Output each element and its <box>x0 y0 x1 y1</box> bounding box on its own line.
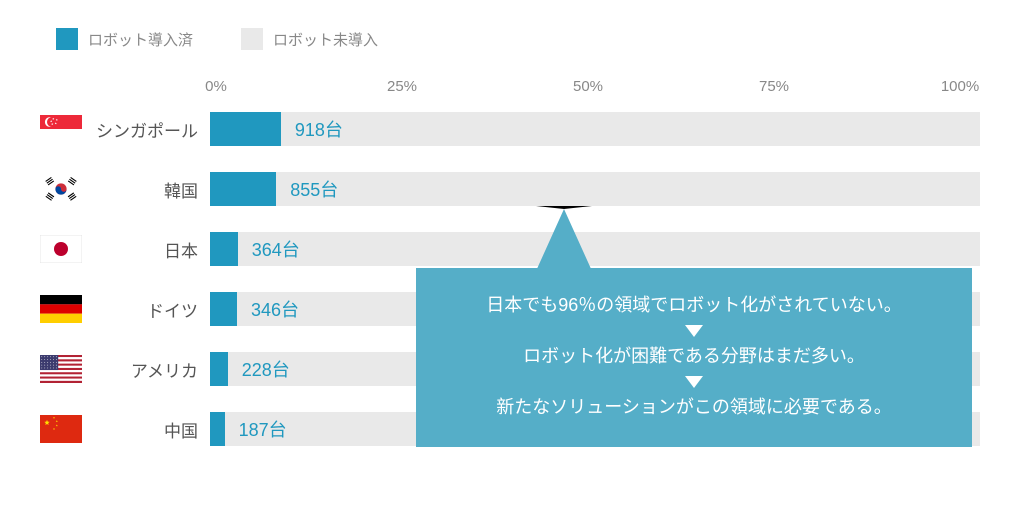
legend-installed-swatch <box>56 28 78 50</box>
bar-value-label: 187台 <box>239 416 287 442</box>
bar-installed <box>210 352 228 386</box>
flag-de-icon <box>40 295 82 323</box>
chevron-down-icon <box>685 376 703 388</box>
callout-line: 新たなソリューションがこの領域に必要である。 <box>446 394 942 421</box>
axis-tick: 50% <box>573 78 603 95</box>
bar-track: 364台 <box>210 232 980 266</box>
callout-tail <box>536 206 592 271</box>
axis-tick: 75% <box>759 78 789 95</box>
legend-not-installed-label: ロボット未導入 <box>273 29 378 50</box>
bar-installed <box>210 112 281 146</box>
callout-line: 日本でも96％の領域でロボット化がされていない。 <box>446 292 942 319</box>
axis-tick: 25% <box>387 78 417 95</box>
bar-installed <box>210 412 225 446</box>
country-label: ドイツ <box>82 297 210 322</box>
country-label: 韓国 <box>82 177 210 202</box>
insight-callout: 日本でも96％の領域でロボット化がされていない。ロボット化が困難である分野はまだ… <box>416 268 972 447</box>
bar-track: 918台 <box>210 112 980 146</box>
legend: ロボット導入済 ロボット未導入 <box>56 28 378 50</box>
legend-installed: ロボット導入済 <box>56 28 193 50</box>
x-axis: 0%25%50%75%100% <box>216 78 960 106</box>
chart-row: 韓国 855台 <box>40 166 980 212</box>
bar-value-label: 918台 <box>295 116 343 142</box>
legend-not-installed-swatch <box>241 28 263 50</box>
flag-sg-icon <box>40 115 82 143</box>
chevron-down-icon <box>685 325 703 337</box>
country-label: 中国 <box>82 417 210 442</box>
legend-installed-label: ロボット導入済 <box>88 29 193 50</box>
flag-cn-icon <box>40 415 82 443</box>
bar-value-label: 855台 <box>290 176 338 202</box>
callout-line: ロボット化が困難である分野はまだ多い。 <box>446 343 942 370</box>
country-label: アメリカ <box>82 357 210 382</box>
flag-jp-icon <box>40 235 82 263</box>
bar-value-label: 364台 <box>252 236 300 262</box>
bar-value-label: 228台 <box>242 356 290 382</box>
flag-us-icon <box>40 355 82 383</box>
country-label: シンガポール <box>82 117 210 142</box>
bar-value-label: 346台 <box>251 296 299 322</box>
bar-installed <box>210 232 238 266</box>
bar-installed <box>210 292 237 326</box>
bar-installed <box>210 172 276 206</box>
country-label: 日本 <box>82 237 210 262</box>
chart-row: 日本 364台 <box>40 226 980 272</box>
axis-tick: 0% <box>205 78 227 95</box>
bar-not-installed <box>210 232 980 266</box>
chart-row: シンガポール 918台 <box>40 106 980 152</box>
bar-track: 855台 <box>210 172 980 206</box>
legend-not-installed: ロボット未導入 <box>241 28 378 50</box>
axis-tick: 100% <box>941 78 979 95</box>
flag-kr-icon <box>40 175 82 203</box>
